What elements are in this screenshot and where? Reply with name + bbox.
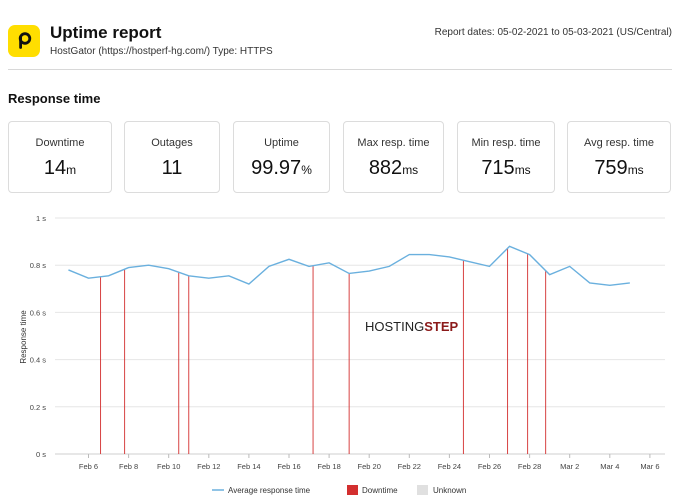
x-tick-label: Feb 16 <box>277 462 300 471</box>
x-tick-label: Mar 6 <box>640 462 659 471</box>
header-divider <box>8 69 672 70</box>
stat-value: 11 <box>161 157 183 179</box>
x-tick-label: Feb 10 <box>157 462 180 471</box>
section-title: Response time <box>8 91 101 106</box>
y-tick-label: 0 s <box>36 450 46 459</box>
stat-value: 14m <box>43 157 77 179</box>
page-title: Uptime report <box>50 23 162 42</box>
response-time-chart: Response time 0 s 0.2 s 0.4 s 0.6 s 0.8 s 1 s… <box>19 214 665 495</box>
x-tick-label: Feb 6 <box>79 462 98 471</box>
legend-unknown-swatch <box>417 485 428 495</box>
p-logo-icon <box>18 32 32 49</box>
x-tick-label: Feb 22 <box>398 462 421 471</box>
stat-value: 759ms <box>594 157 644 179</box>
monitor-subtitle: HostGator (https://hostperf-hg.com/) Typ… <box>50 46 273 57</box>
y-tick-label: 0.2 s <box>30 403 47 412</box>
legend-downtime-swatch <box>347 485 358 495</box>
stat-label: Uptime <box>264 137 299 149</box>
stat-card-min-resp: Min resp. time 715ms <box>457 121 555 193</box>
stat-card-uptime: Uptime 99.97% <box>233 121 330 193</box>
y-tick-label: 0.4 s <box>30 356 47 365</box>
series-line-avg-response <box>68 245 630 286</box>
stat-card-max-resp: Max resp. time 882ms <box>343 121 444 193</box>
series-lines <box>68 245 630 286</box>
legend-label-downtime[interactable]: Downtime <box>362 486 398 495</box>
stat-value: 99.97% <box>251 157 312 179</box>
y-tick-label: 0.8 s <box>30 261 47 270</box>
x-tick-label: Feb 12 <box>197 462 220 471</box>
app-logo <box>8 25 40 57</box>
y-tick-label: 1 s <box>36 214 46 223</box>
stat-card-avg-resp: Avg resp. time 759ms <box>567 121 671 193</box>
stat-label: Avg resp. time <box>583 137 655 149</box>
y-axis-labels: 0 s 0.2 s 0.4 s 0.6 s 0.8 s 1 s <box>30 214 47 459</box>
y-axis-title: Response time <box>19 310 28 364</box>
chart-legend: Average response time Downtime Unknown <box>212 485 466 495</box>
x-tick-label: Feb 8 <box>119 462 138 471</box>
stat-label: Max resp. time <box>357 137 430 149</box>
legend-label-avg[interactable]: Average response time <box>228 486 311 495</box>
x-tick-label: Feb 18 <box>317 462 340 471</box>
report-dates: Report dates: 05-02-2021 to 05-03-2021 (… <box>434 27 672 38</box>
stat-card-downtime: Downtime 14m <box>8 121 112 193</box>
x-tick-label: Mar 4 <box>600 462 619 471</box>
x-tick-label: Feb 26 <box>478 462 501 471</box>
stat-label: Outages <box>151 137 193 149</box>
y-tick-label: 0.6 s <box>30 308 47 317</box>
x-tick-label: Feb 24 <box>438 462 461 471</box>
x-tick-label: Mar 2 <box>560 462 579 471</box>
downtime-markers <box>100 248 547 454</box>
x-axis-labels: Feb 6 Feb 8 Feb 10 Feb 12 Feb 14 Feb 16 Feb 18… <box>79 454 659 471</box>
stat-label: Min resp. time <box>471 137 541 149</box>
x-tick-label: Feb 20 <box>358 462 381 471</box>
stat-card-outages: Outages 11 <box>124 121 220 193</box>
x-tick-label: Feb 14 <box>237 462 260 471</box>
stat-label: Downtime <box>35 137 85 149</box>
grid-lines <box>55 217 665 455</box>
hostingstep-watermark: HOSTINGSTEP <box>365 319 459 334</box>
legend-label-unknown[interactable]: Unknown <box>433 486 466 495</box>
x-tick-label: Feb 28 <box>518 462 541 471</box>
stat-value: 882ms <box>368 157 419 179</box>
stat-value: 715ms <box>481 157 531 179</box>
